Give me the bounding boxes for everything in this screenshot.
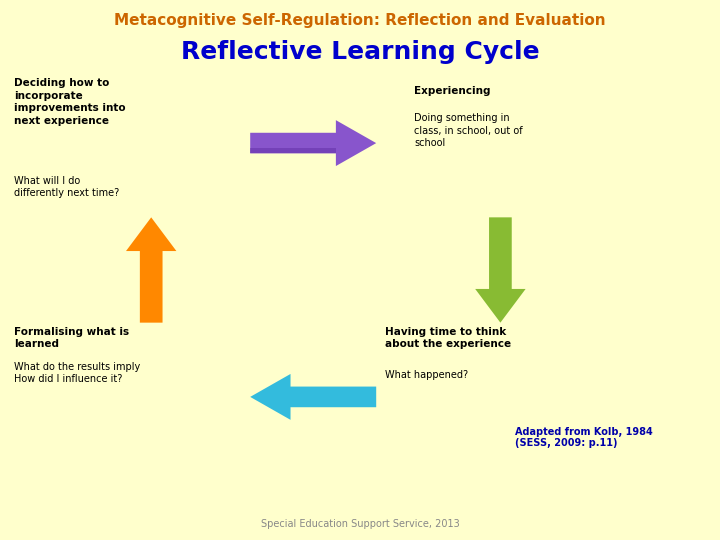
Text: What happened?: What happened? [385, 370, 468, 380]
Polygon shape [251, 120, 376, 166]
Text: Metacognitive Self-Regulation: Reflection and Evaluation: Metacognitive Self-Regulation: Reflectio… [114, 14, 606, 29]
Text: Reflective Learning Cycle: Reflective Learning Cycle [181, 40, 539, 64]
Text: What will I do
differently next time?: What will I do differently next time? [14, 176, 120, 198]
Text: Formalising what is
learned: Formalising what is learned [14, 327, 130, 349]
Text: Having time to think
about the experience: Having time to think about the experienc… [385, 327, 511, 349]
Polygon shape [251, 374, 376, 420]
Text: Special Education Support Service, 2013: Special Education Support Service, 2013 [261, 519, 459, 529]
Text: Doing something in
class, in school, out of
school: Doing something in class, in school, out… [414, 113, 523, 148]
Text: Experiencing: Experiencing [414, 86, 490, 97]
Text: Adapted from Kolb, 1984
(SESS, 2009: p.11): Adapted from Kolb, 1984 (SESS, 2009: p.1… [515, 427, 652, 448]
Polygon shape [475, 217, 526, 322]
Text: Deciding how to
incorporate
improvements into
next experience: Deciding how to incorporate improvements… [14, 78, 126, 125]
Polygon shape [251, 148, 336, 153]
Polygon shape [126, 217, 176, 322]
Text: What do the results imply
How did I influence it?: What do the results imply How did I infl… [14, 362, 140, 384]
